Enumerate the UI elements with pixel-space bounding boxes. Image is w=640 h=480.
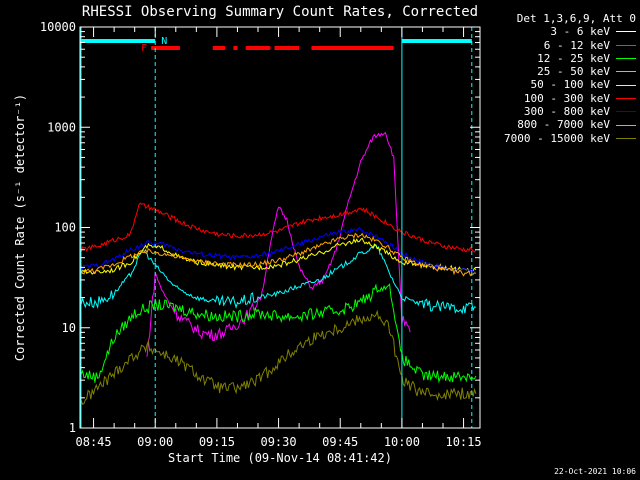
legend-entry: 100 - 300 keV (496, 92, 636, 105)
legend-swatch (616, 31, 636, 33)
x-axis-label: Start Time (09-Nov-14 08:41:42) (168, 451, 392, 465)
legend-entry: 6 - 12 keV (496, 39, 636, 52)
flare-label: F (141, 43, 147, 54)
legend-label: 800 - 7000 keV (517, 118, 610, 132)
x-tick-label-0: 08:45 (76, 435, 112, 449)
x-tick-label-5: 10:00 (384, 435, 420, 449)
series-line-3 (80, 244, 477, 315)
x-tick-label-3: 09:30 (260, 435, 296, 449)
night-label: N (161, 36, 167, 47)
legend-swatch (616, 137, 636, 139)
series-line-2 (80, 283, 477, 384)
series-line-1 (146, 131, 411, 357)
series-line-6 (80, 226, 477, 273)
legend-label: 50 - 100 keV (530, 78, 610, 92)
legend-title: Det 1,3,6,9, Att 0 (516, 12, 636, 25)
x-tick-label-6: 10:15 (445, 435, 481, 449)
legend-swatch (616, 84, 636, 86)
legend-swatch (616, 58, 636, 60)
legend-swatch (616, 111, 636, 113)
chart-title: RHESSI Observing Summary Count Rates, Co… (82, 4, 478, 20)
legend-label: 6 - 12 keV (543, 38, 610, 52)
y-axis-label: Corrected Count Rate (s⁻¹ detector⁻¹) (13, 94, 27, 361)
legend-entry: 12 - 25 keV (496, 52, 636, 65)
legend-label: 25 - 50 keV (537, 65, 610, 79)
legend-entry: 300 - 800 keV (496, 105, 636, 118)
legend: Det 1,3,6,9, Att 0 3 - 6 keV 6 - 12 keV 12… (496, 12, 636, 145)
x-tick-label-4: 09:45 (322, 435, 358, 449)
y-tick-label-2: 100 (54, 221, 76, 235)
legend-swatch (616, 97, 636, 99)
legend-entry: 50 - 100 keV (496, 78, 636, 91)
legend-entry: 7000 - 15000 keV (496, 132, 636, 145)
legend-label: 3 - 6 keV (550, 25, 610, 39)
series-line-5 (80, 202, 477, 253)
x-tick-label-2: 09:15 (199, 435, 235, 449)
series-line-8 (80, 309, 477, 406)
x-tick-label-1: 09:00 (137, 435, 173, 449)
legend-label: 7000 - 15000 keV (504, 131, 610, 145)
series-line-7 (80, 232, 477, 277)
y-tick-label-1: 10 (62, 321, 76, 335)
legend-label: 12 - 25 keV (537, 51, 610, 65)
legend-entry: 800 - 7000 keV (496, 118, 636, 131)
series-line-0 (122, 145, 411, 381)
legend-swatch (616, 44, 636, 46)
y-tick-label-4: 10000 (40, 20, 76, 34)
timestamp: 22-Oct-2021 10:06 (554, 467, 636, 476)
legend-label: 300 - 800 keV (523, 105, 610, 119)
y-tick-label-3: 1000 (47, 120, 76, 134)
legend-entry: 25 - 50 keV (496, 65, 636, 78)
legend-label: 100 - 300 keV (523, 91, 610, 105)
y-tick-label-0: 1 (69, 421, 76, 435)
series-line-4 (80, 237, 477, 275)
legend-swatch (616, 124, 636, 126)
legend-swatch (616, 71, 636, 73)
legend-entry: 3 - 6 keV (496, 25, 636, 38)
